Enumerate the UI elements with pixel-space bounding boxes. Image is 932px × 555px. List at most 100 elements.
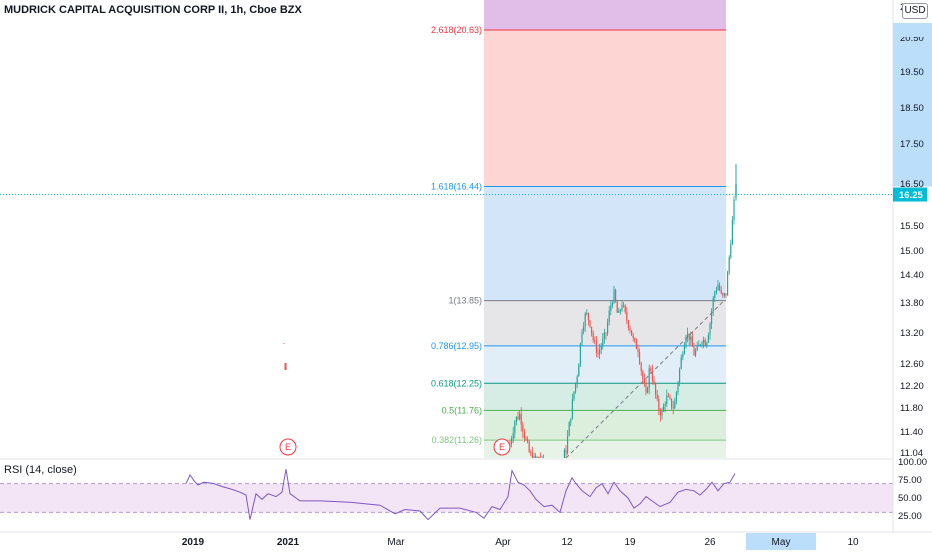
time-axis-tick: May — [772, 537, 791, 548]
candle — [578, 364, 580, 377]
time-axis-tick: 12 — [561, 537, 573, 548]
price-axis-tick: 19.50 — [900, 67, 924, 78]
price-axis-tick: 16.50 — [900, 179, 924, 190]
currency-badge[interactable]: USD — [902, 3, 928, 19]
candle — [674, 401, 676, 409]
candle — [520, 413, 522, 425]
candle — [707, 334, 709, 343]
candle — [533, 456, 535, 458]
candle — [519, 413, 521, 420]
candle — [570, 418, 572, 423]
candle — [728, 257, 730, 273]
rsi-axis-tick: 100.00 — [898, 457, 927, 468]
candle — [719, 284, 721, 290]
price-axis-tick: 15.00 — [900, 246, 924, 257]
candle — [677, 382, 679, 392]
candle — [512, 433, 514, 439]
candle — [527, 439, 529, 442]
time-axis-tick: Apr — [495, 537, 511, 548]
fib-zone — [484, 383, 726, 411]
earnings-marker — [279, 438, 297, 456]
candle — [698, 344, 700, 346]
candle — [629, 327, 631, 331]
fib-level-label: 1(13.85) — [448, 296, 482, 306]
candle — [511, 438, 513, 444]
candle — [619, 309, 621, 311]
candle — [664, 403, 666, 406]
time-axis-tick: 19 — [624, 537, 636, 548]
price-axis-tick: 13.20 — [900, 328, 924, 339]
time-axis-tick: 26 — [704, 537, 716, 548]
candle — [671, 398, 673, 408]
candle — [579, 343, 581, 365]
candle — [656, 393, 658, 400]
fib-zone — [484, 186, 726, 301]
candle — [545, 468, 546, 469]
rsi-axis-tick: 50.00 — [898, 493, 922, 504]
candle — [688, 333, 690, 341]
earnings-marker-label: E — [499, 442, 505, 452]
rsi-line — [185, 469, 736, 521]
candle — [661, 411, 663, 416]
candle — [696, 345, 698, 351]
candle — [567, 436, 569, 454]
fib-level-label: 0.5(11.76) — [442, 405, 482, 415]
candle — [531, 453, 533, 458]
candle — [709, 323, 711, 335]
candle — [591, 326, 593, 333]
candle — [559, 468, 560, 469]
candle — [667, 395, 669, 397]
fib-zone — [484, 440, 726, 458]
candle — [556, 467, 557, 468]
candle — [602, 338, 604, 347]
candle — [659, 410, 661, 416]
candle — [642, 371, 644, 380]
candle — [546, 468, 547, 469]
candle — [645, 384, 647, 393]
candle — [618, 310, 620, 313]
fib-zone — [484, 345, 726, 384]
candle — [538, 457, 540, 458]
candle — [658, 399, 660, 411]
candle — [690, 336, 692, 341]
candle — [528, 441, 530, 453]
candle — [680, 357, 682, 369]
fib-axis-badge — [893, 22, 932, 37]
candle — [669, 396, 671, 399]
candle — [523, 431, 525, 439]
candle — [284, 363, 287, 370]
fib-level-label: 0.618(12.25) — [431, 378, 482, 388]
candle — [613, 289, 615, 304]
candle — [563, 450, 565, 458]
candle — [685, 336, 687, 346]
candle — [541, 457, 543, 458]
candle — [634, 337, 636, 341]
candle — [683, 345, 685, 355]
candle — [647, 387, 649, 393]
time-axis-tick: Mar — [387, 537, 405, 548]
fib-level-label: 1.618(16.44) — [431, 182, 482, 192]
candle — [623, 305, 625, 307]
candles — [509, 164, 737, 469]
fib-level-label: 0.382(11.26) — [432, 435, 482, 445]
candle — [687, 333, 689, 337]
price-axis-tick: 11.80 — [900, 403, 923, 414]
candle — [554, 468, 555, 469]
candle — [514, 421, 516, 434]
candle — [573, 391, 575, 400]
candle — [675, 391, 677, 402]
candle — [551, 467, 552, 468]
candle — [712, 297, 714, 312]
candle — [733, 200, 735, 221]
fib-level-label: 2.618(20.63) — [431, 25, 482, 35]
candle — [720, 289, 722, 294]
candle — [610, 305, 612, 311]
candle — [586, 313, 588, 315]
candle — [539, 457, 541, 458]
candle — [553, 468, 554, 469]
candle — [616, 301, 618, 313]
candle — [587, 313, 589, 321]
price-axis-tick: 12.20 — [900, 381, 924, 392]
